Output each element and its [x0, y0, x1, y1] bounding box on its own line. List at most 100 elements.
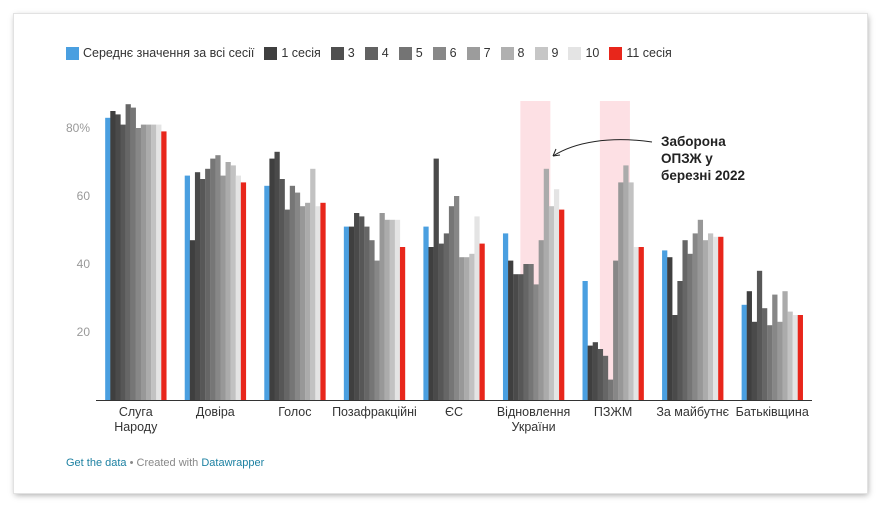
bar	[751, 321, 758, 400]
bar	[702, 240, 709, 400]
bar	[394, 219, 401, 400]
legend-item: 5	[398, 46, 423, 60]
bar	[310, 168, 316, 400]
legend-label: 3	[347, 46, 355, 60]
bar	[502, 233, 509, 400]
bar	[513, 274, 519, 400]
bar	[220, 175, 226, 400]
bar	[707, 233, 714, 400]
bar	[320, 202, 326, 400]
x-tick-label: Позафракційні	[332, 405, 417, 419]
datawrapper-link[interactable]: Datawrapper	[201, 457, 265, 469]
legend-swatch	[534, 46, 548, 60]
legend-item: 11 сесія	[609, 46, 672, 60]
bar	[140, 124, 147, 400]
bar	[613, 260, 619, 400]
legend-item: 8	[500, 46, 525, 60]
bar	[264, 185, 270, 400]
bar	[746, 291, 752, 400]
legend-item: 3	[330, 46, 355, 60]
legend-swatch	[466, 46, 480, 60]
bar	[597, 349, 604, 400]
bar	[389, 219, 395, 400]
bar	[538, 240, 544, 400]
bar	[305, 202, 311, 400]
y-tick-label: 80%	[66, 121, 90, 135]
legend-swatch	[609, 46, 623, 60]
get-data-link[interactable]: Get the data	[66, 457, 127, 469]
legend: Середнє значення за всі сесії 1 сесія 3 4 5 6…	[66, 44, 682, 62]
bar	[200, 179, 206, 400]
bar	[443, 233, 450, 400]
bar	[782, 291, 788, 400]
bar	[528, 264, 534, 400]
bar	[672, 315, 678, 400]
bar	[120, 124, 126, 400]
bar	[161, 131, 167, 400]
legend-label: 10	[585, 46, 600, 60]
bar	[533, 284, 539, 400]
bar	[559, 209, 565, 400]
bar	[359, 216, 365, 400]
bar	[269, 158, 275, 400]
bar	[399, 247, 406, 400]
bar	[438, 243, 444, 400]
bar	[235, 175, 241, 400]
bar	[369, 240, 375, 400]
bar	[274, 151, 280, 400]
bar	[469, 253, 475, 400]
bar	[210, 158, 216, 400]
bar	[479, 243, 485, 400]
bar	[130, 107, 136, 400]
bar	[474, 216, 480, 400]
y-tick-label: 20	[77, 325, 91, 339]
y-tick-label: 40	[77, 257, 91, 271]
bar	[354, 213, 360, 400]
bar	[145, 124, 152, 400]
bar	[464, 257, 470, 400]
bar	[508, 260, 514, 400]
legend-item: 7	[466, 46, 491, 60]
bar	[756, 270, 763, 400]
bar	[762, 308, 768, 400]
legend-label: 8	[517, 46, 525, 60]
bar	[713, 236, 719, 400]
bar	[767, 325, 773, 400]
y-tick-label: 60	[77, 189, 91, 203]
legend-label: 7	[483, 46, 491, 60]
bar	[135, 128, 142, 400]
bar	[315, 206, 321, 400]
bar	[543, 168, 550, 400]
bar	[792, 315, 798, 400]
bar	[215, 155, 221, 400]
bar	[772, 294, 778, 400]
x-tick-label: Відновлення України	[497, 405, 570, 434]
bar	[374, 260, 380, 400]
bar	[225, 162, 231, 400]
bar	[423, 226, 429, 400]
bar	[587, 345, 593, 400]
x-tick-label: ПЗЖМ	[594, 405, 633, 419]
footer-separator: • Created with	[126, 457, 202, 469]
bar	[718, 236, 724, 400]
bar	[682, 240, 688, 400]
bar	[299, 206, 306, 400]
legend-label: 1 сесія	[281, 46, 321, 60]
footer: Get the data • Created with Datawrapper	[66, 457, 264, 469]
bar	[518, 274, 524, 400]
legend-item: 10	[568, 46, 599, 60]
x-tick-label: Батьківщина	[736, 405, 809, 419]
x-tick-label: Голос	[278, 405, 311, 419]
bar	[379, 213, 385, 400]
bar	[364, 226, 370, 400]
bar	[677, 281, 683, 400]
bar	[105, 117, 111, 401]
legend-item: 9	[534, 46, 558, 60]
annotation-arrow	[552, 139, 653, 157]
bar	[797, 315, 803, 400]
annotation-arrowhead	[552, 148, 561, 157]
x-tick-label: Довіра	[196, 405, 235, 419]
bar	[602, 355, 609, 400]
bar	[151, 124, 157, 400]
bar	[156, 124, 162, 400]
